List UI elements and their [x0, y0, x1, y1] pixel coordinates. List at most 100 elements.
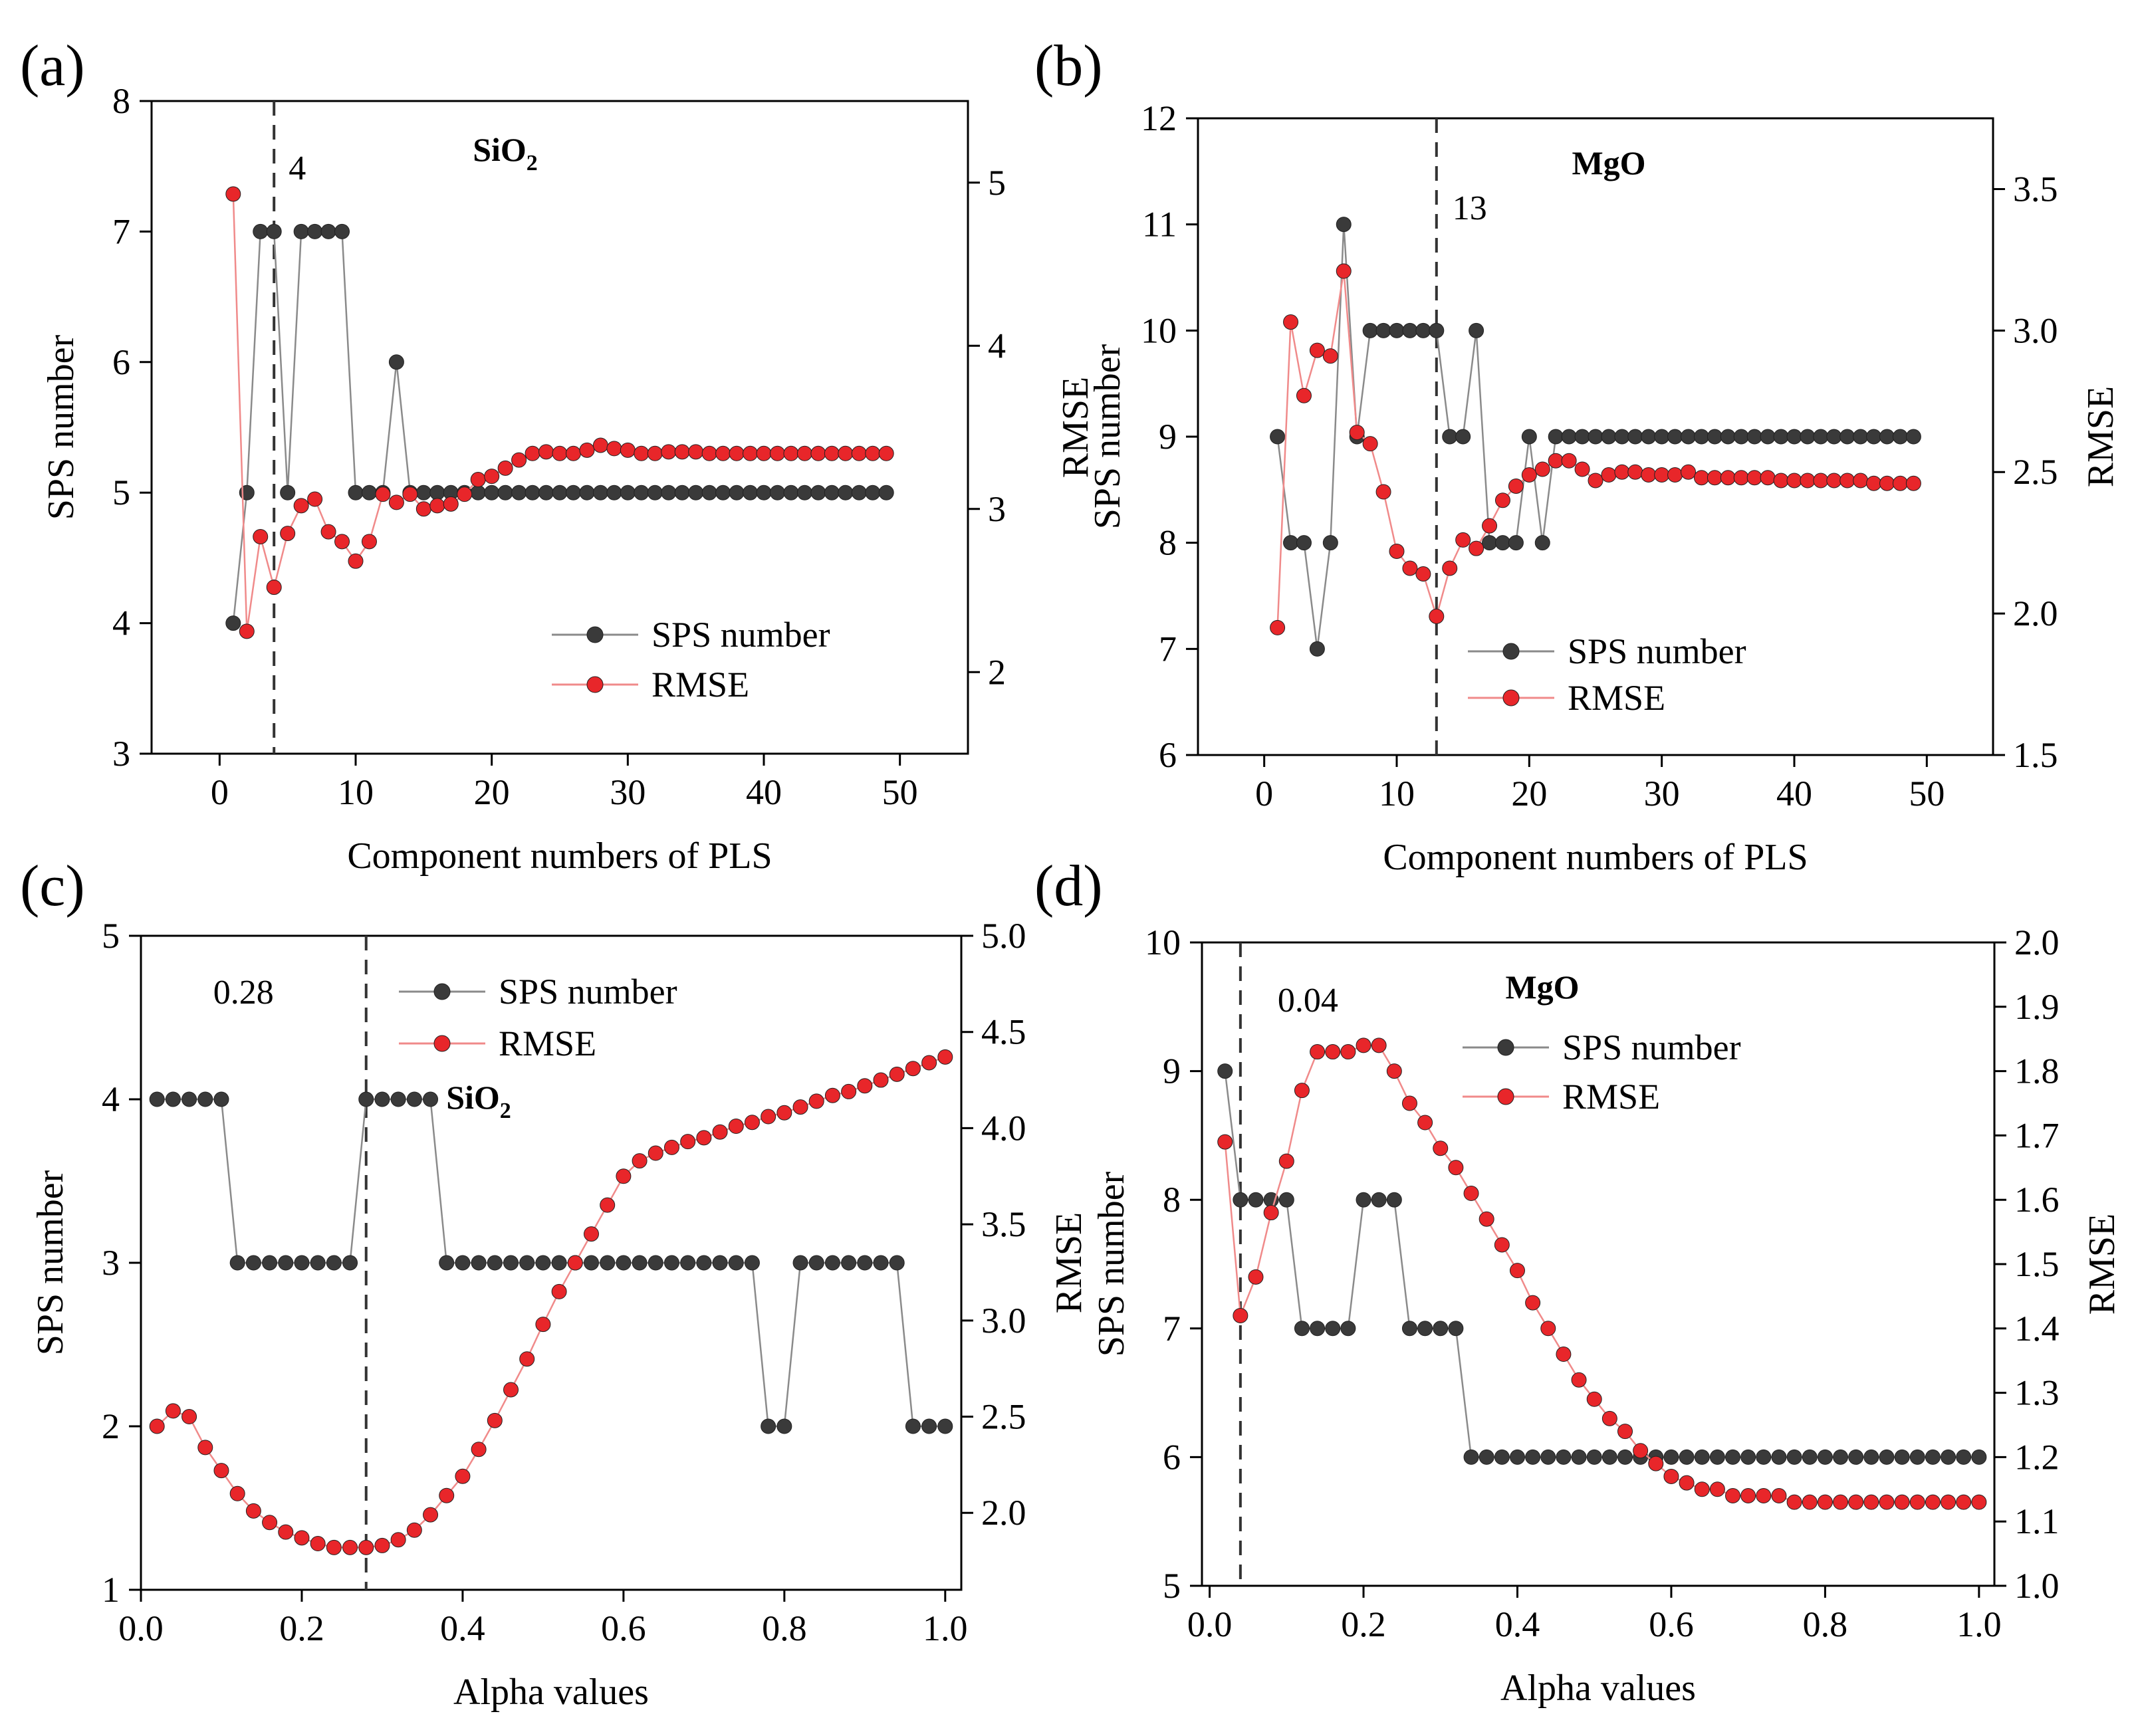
y-tick-label: 8 [1159, 523, 1177, 563]
sps-point [253, 223, 269, 239]
rmse-point [1800, 473, 1816, 488]
sps-point [824, 1255, 840, 1271]
x-tick-label: 1.0 [923, 1608, 968, 1648]
rmse-point [1941, 1494, 1956, 1510]
sps-point [1725, 1449, 1741, 1465]
sps-point [1389, 322, 1405, 338]
y-tick-label: 8 [112, 81, 130, 121]
sps-point [361, 485, 377, 500]
sps-point [1925, 1449, 1941, 1465]
rmse-point [1853, 473, 1869, 488]
sps-point [1909, 1449, 1925, 1465]
y2-tick-label: 3.0 [2013, 310, 2058, 350]
sps-point [851, 485, 867, 500]
x-tick-label: 20 [1511, 774, 1547, 814]
sps-point [632, 1255, 648, 1271]
sps-point [905, 1418, 921, 1434]
y-tick-label: 4 [112, 603, 130, 643]
panel-label: (d) [1034, 854, 1103, 919]
sps-point [1494, 535, 1510, 551]
rmse-point [857, 1078, 873, 1094]
legend-marker-rmse [433, 1035, 451, 1052]
rmse-point [245, 1503, 261, 1519]
sps-point [229, 1255, 245, 1271]
y2-tick-label: 4 [988, 326, 1006, 366]
rmse-point [1322, 348, 1338, 364]
element-label: MgO [1572, 144, 1645, 181]
sps-point [1509, 1449, 1525, 1465]
y2-tick-label: 1.5 [2013, 735, 2058, 775]
rmse-point [1525, 1295, 1541, 1311]
y-tick-label: 7 [1163, 1309, 1181, 1349]
y2-tick-label: 3.5 [981, 1204, 1026, 1244]
sps-point [310, 1255, 326, 1271]
sps-point [937, 1418, 953, 1434]
rmse-point [535, 1317, 551, 1333]
rmse-point [1469, 540, 1484, 556]
rmse-point [334, 534, 350, 550]
rmse-point [1386, 1063, 1402, 1079]
sps-point [579, 485, 595, 500]
rmse-point [592, 437, 608, 453]
sps-point [390, 1091, 406, 1107]
y-tick-label: 7 [1159, 629, 1177, 669]
sps-point [358, 1091, 374, 1107]
sps-point [1905, 429, 1921, 445]
rmse-point [402, 487, 418, 502]
x-tick-label: 0.2 [1341, 1604, 1386, 1644]
sps-point [1746, 429, 1762, 445]
rmse-point [423, 1507, 439, 1523]
rmse-point [1375, 484, 1391, 500]
rmse-point [865, 445, 881, 461]
panel-label: (b) [1034, 34, 1103, 98]
sps-point [592, 485, 608, 500]
y2-tick-label: 2.0 [2014, 922, 2060, 962]
sps-point [429, 485, 445, 500]
y-axis-title: SPS number [1087, 344, 1128, 529]
rmse-point [648, 1145, 663, 1161]
sps-point [320, 223, 336, 239]
rmse-point [1556, 1347, 1572, 1362]
rmse-point [1971, 1494, 1987, 1510]
rmse-point [497, 460, 513, 476]
sps-point [1601, 429, 1617, 445]
rmse-point [878, 445, 894, 461]
rmse-point [1463, 1186, 1479, 1202]
legend-label-sps: SPS number [651, 615, 830, 655]
sps-point [761, 1418, 776, 1434]
rmse-point [1494, 1237, 1510, 1253]
y-tick-label: 1 [102, 1570, 120, 1610]
x-axis-title: Alpha values [1500, 1668, 1696, 1709]
sps-point [1540, 1449, 1556, 1465]
rmse-point [838, 445, 854, 461]
sps-series-line [1224, 1071, 1979, 1458]
sps-point [1340, 1321, 1356, 1337]
sps-point [225, 615, 241, 631]
sps-point [824, 485, 840, 500]
legend-label-rmse: RMSE [1568, 678, 1665, 718]
rmse-point [511, 452, 527, 468]
optimum-label: 4 [289, 150, 306, 187]
rmse-point [1786, 473, 1802, 488]
sps-point [1482, 535, 1498, 551]
sps-point [1433, 1321, 1449, 1337]
y-tick-label: 5 [1163, 1566, 1181, 1606]
rmse-point [600, 1197, 616, 1213]
x-tick-label: 0.8 [762, 1608, 807, 1648]
sps-point [439, 1255, 455, 1271]
sps-point [1309, 641, 1325, 657]
sps-point [729, 485, 745, 500]
rmse-point [620, 442, 636, 458]
x-tick-label: 10 [338, 772, 374, 812]
rmse-point [181, 1409, 197, 1425]
rmse-point [1839, 473, 1855, 488]
sps-point [415, 485, 431, 500]
sps-point [1894, 1449, 1910, 1465]
y2-tick-label: 4.5 [981, 1012, 1026, 1052]
sps-point [1336, 217, 1352, 233]
sps-point [1941, 1449, 1956, 1465]
rmse-point [1725, 1487, 1741, 1503]
sps-point [1571, 1449, 1587, 1465]
rmse-point [1617, 1424, 1633, 1440]
sps-point [1525, 1449, 1541, 1465]
